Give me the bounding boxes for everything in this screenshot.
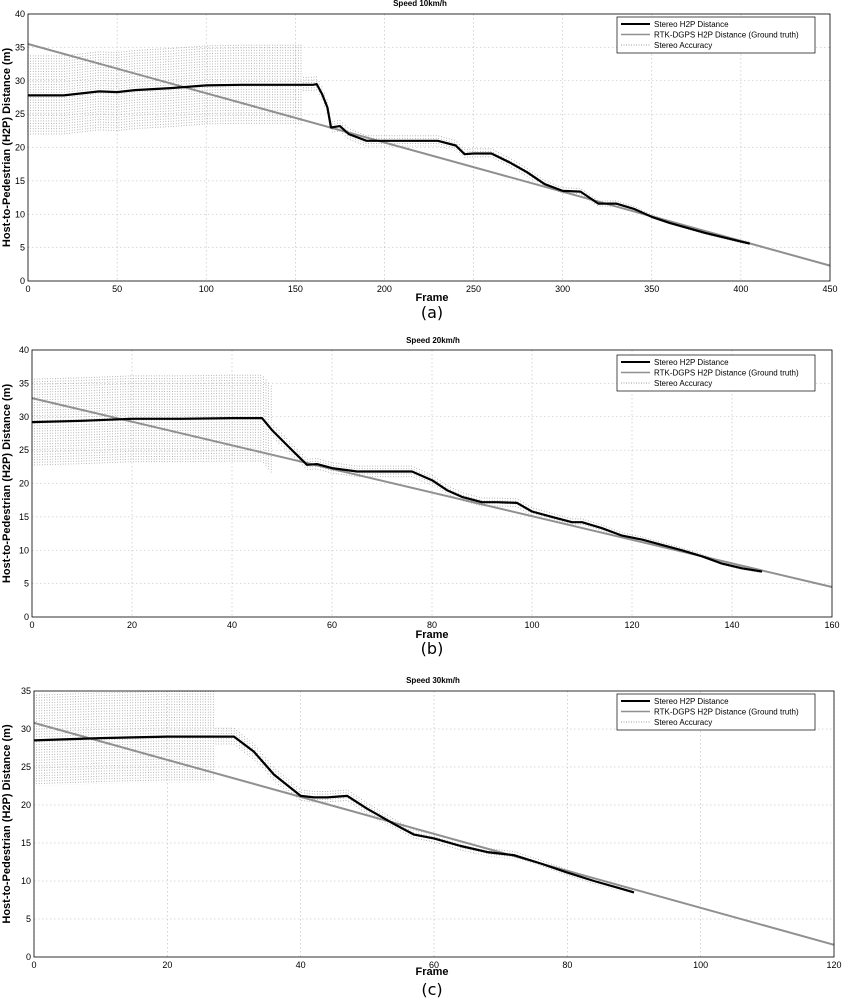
y-tick-label: 0 (24, 612, 29, 622)
x-axis-label: Frame (415, 292, 448, 304)
y-tick-label: 20 (19, 479, 29, 489)
y-tick-label: 25 (19, 445, 29, 455)
x-tick-label: 40 (227, 620, 237, 630)
y-tick-label: 15 (15, 176, 25, 186)
x-tick-label: 120 (624, 620, 639, 630)
x-tick-label: 0 (29, 620, 34, 630)
y-tick-label: 20 (21, 800, 31, 810)
x-tick-label: 50 (112, 284, 122, 294)
x-tick-label: 100 (693, 960, 708, 970)
legend-entry: RTK-DGPS H2P Distance (Ground truth) (654, 708, 799, 717)
y-tick-label: 30 (21, 724, 31, 734)
y-tick-label: 15 (21, 838, 31, 848)
y-tick-label: 5 (24, 579, 29, 589)
x-tick-label: 250 (466, 284, 481, 294)
chart-title: Speed 10km/h (393, 0, 447, 8)
legend-entry: RTK-DGPS H2P Distance (Ground truth) (654, 369, 799, 378)
x-tick-label: 140 (724, 620, 739, 630)
panel-caption: (b) (421, 639, 444, 658)
x-tick-label: 100 (199, 284, 214, 294)
y-tick-label: 30 (15, 76, 25, 86)
y-tick-label: 35 (15, 42, 25, 52)
x-tick-label: 160 (824, 620, 839, 630)
stereo-h2p-line (28, 82, 751, 245)
chart-title: Speed 20km/h (406, 336, 460, 345)
x-tick-label: 80 (562, 960, 572, 970)
stereo-h2p-line (33, 735, 635, 894)
y-tick-label: 0 (26, 952, 31, 962)
y-tick-label: 20 (15, 143, 25, 153)
x-tick-label: 0 (25, 284, 30, 294)
x-tick-label: 400 (733, 284, 748, 294)
x-tick-label: 0 (31, 960, 36, 970)
axes-frame (27, 13, 831, 282)
stereo-h2p-line (31, 417, 763, 573)
y-axis-label: Host-to-Pedestrian (H2P) Distance (m) (1, 384, 13, 584)
x-axis-label: Frame (415, 629, 448, 641)
y-tick-label: 40 (19, 345, 29, 355)
panel-caption: (a) (421, 303, 443, 322)
y-tick-label: 10 (15, 209, 25, 219)
legend-entry: Stereo H2P Distance (654, 20, 729, 29)
x-tick-label: 150 (288, 284, 303, 294)
y-tick-label: 15 (19, 512, 29, 522)
y-tick-label: 25 (21, 762, 31, 772)
x-tick-label: 60 (429, 960, 439, 970)
chart-panel-1: 0 50 100 150 200 250 300 350 400 450 0 5 10 15 20 25 30 3… (1, 0, 838, 322)
legend-entry: Stereo H2P Distance (654, 697, 729, 706)
axes-frame (31, 349, 833, 618)
x-tick-label: 60 (327, 620, 337, 630)
y-tick-label: 30 (19, 412, 29, 422)
x-tick-label: 100 (524, 620, 539, 630)
chart-panel-2: 0 20 40 60 80 100 120 140 160 0 5 10 15 20 25 30 35 40 Spe… (1, 336, 840, 658)
y-tick-label: 10 (19, 545, 29, 555)
y-tick-label: 10 (21, 876, 31, 886)
x-axis-label: Frame (415, 966, 448, 978)
x-tick-label: 20 (127, 620, 137, 630)
legend-entry: Stereo Accuracy (654, 379, 712, 388)
x-tick-label: 200 (377, 284, 392, 294)
y-axis-label: Host-to-Pedestrian (H2P) Distance (m) (1, 48, 13, 248)
y-axis-label: Host-to-Pedestrian (H2P) Distance (m) (1, 724, 13, 924)
chart-panel-3: 0 20 40 60 80 100 120 0 5 10 15 20 25 30 35 Speed 30km/… (1, 676, 842, 999)
y-tick-label: 35 (21, 686, 31, 696)
y-tick-label: 5 (26, 914, 31, 924)
x-tick-label: 350 (644, 284, 659, 294)
x-tick-label: 450 (822, 284, 837, 294)
ground-truth-line (27, 43, 831, 267)
y-tick-label: 25 (15, 109, 25, 119)
x-tick-label: 80 (427, 620, 437, 630)
x-tick-label: 300 (555, 284, 570, 294)
x-tick-label: 20 (162, 960, 172, 970)
legend-entry: RTK-DGPS H2P Distance (Ground truth) (654, 31, 799, 40)
legend-entry: Stereo Accuracy (654, 41, 712, 50)
stereo-accuracy-band (27, 44, 749, 246)
y-tick-label: 5 (20, 243, 25, 253)
legend-entry: Stereo Accuracy (654, 718, 712, 727)
legend: Stereo H2P Distance RTK-DGPS H2P Distance… (616, 16, 816, 54)
ground-truth-line (33, 721, 835, 946)
legend-entry: Stereo H2P Distance (654, 358, 729, 367)
x-tick-label: 40 (296, 960, 306, 970)
y-tick-label: 35 (19, 378, 29, 388)
panel-caption: (c) (421, 980, 442, 999)
legend: Stereo H2P Distance RTK-DGPS H2P Distance… (616, 354, 816, 392)
legend: Stereo H2P Distance RTK-DGPS H2P Distance… (616, 693, 816, 731)
y-tick-label: 0 (20, 276, 25, 286)
axes-frame (33, 690, 835, 958)
x-tick-label: 120 (826, 960, 841, 970)
chart-title: Speed 30km/h (406, 676, 460, 685)
y-tick-label: 40 (15, 9, 25, 19)
